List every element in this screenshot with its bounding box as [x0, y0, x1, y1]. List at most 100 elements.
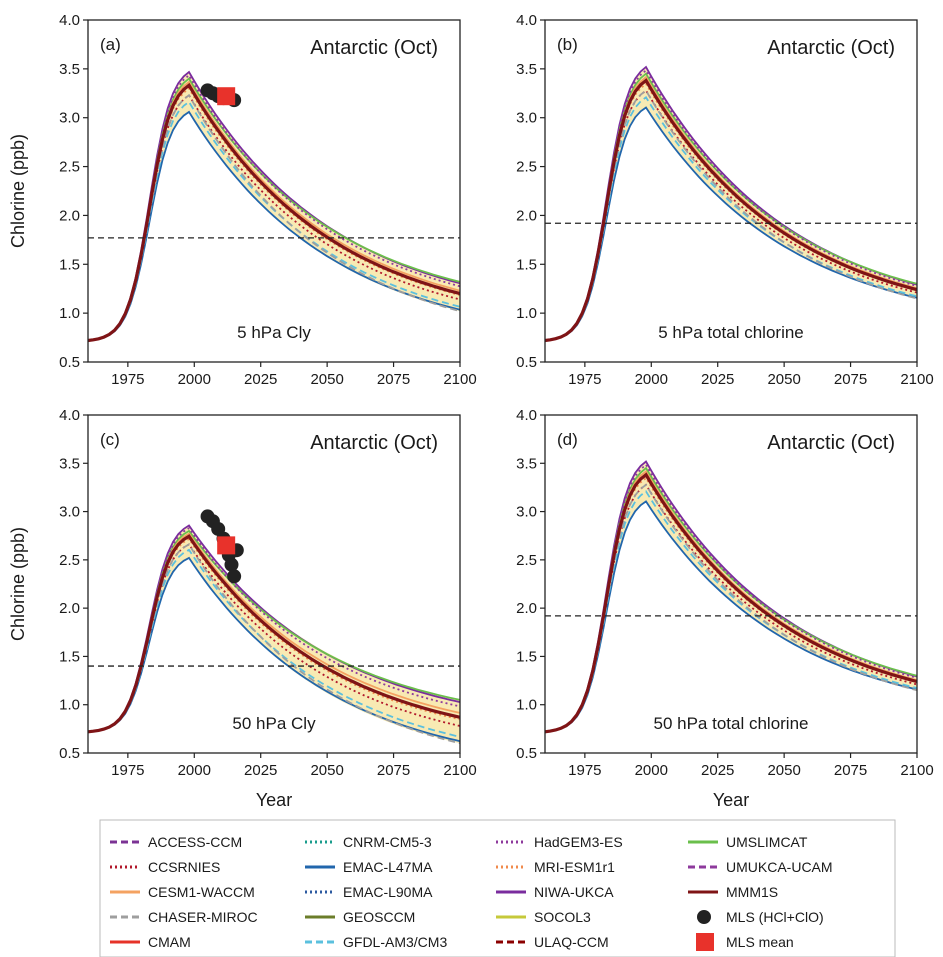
model-line	[544, 483, 918, 733]
mls-mean-marker	[217, 536, 236, 555]
x-tick-label: 2000	[178, 371, 211, 388]
legend-item: CNRM-CM5-3	[305, 834, 432, 850]
legend-item: ULAQ-CCM	[496, 934, 609, 950]
y-tick-label: 0.5	[516, 354, 537, 371]
x-tick-label: 2075	[834, 762, 867, 779]
region-label: Antarctic (Oct)	[310, 432, 438, 454]
legend-item: UMUKCA-UCAM	[688, 859, 833, 875]
legend-item: UMSLIMCAT	[688, 834, 808, 850]
legend-label: NIWA-UKCA	[534, 884, 614, 900]
y-tick-label: 1.0	[59, 305, 80, 322]
x-tick-label: 2050	[310, 762, 343, 779]
model-line	[87, 543, 461, 733]
legend-item: GEOSCCM	[305, 909, 415, 925]
legend-item: EMAC-L90MA	[305, 884, 433, 900]
legend-marker	[697, 910, 711, 924]
y-tick-label: 0.5	[59, 354, 80, 371]
y-tick-label: 2.0	[59, 600, 80, 617]
legend-item: CCSRNIES	[110, 859, 220, 875]
legend-label: ULAQ-CCM	[534, 934, 609, 950]
legend-label: HadGEM3-ES	[534, 834, 623, 850]
legend-label: MLS mean	[726, 934, 794, 950]
panel-description: 5 hPa total chlorine	[658, 323, 804, 342]
model-line	[544, 476, 918, 733]
mls-point	[224, 557, 239, 572]
y-tick-label: 3.5	[59, 61, 80, 78]
region-label: Antarctic (Oct)	[767, 37, 895, 59]
legend-item: NIWA-UKCA	[496, 884, 614, 900]
y-tick-label: 0.5	[59, 745, 80, 762]
x-tick-label: 2050	[767, 762, 800, 779]
x-tick-label: 2025	[701, 371, 734, 388]
y-tick-label: 3.5	[59, 455, 80, 472]
x-tick-label: 1975	[568, 762, 601, 779]
mmm-line	[87, 82, 461, 343]
y-tick-label: 1.0	[59, 697, 80, 714]
y-tick-label: 2.5	[59, 552, 80, 569]
x-tick-label: 2025	[244, 371, 277, 388]
mls-point	[227, 569, 242, 584]
y-tick-label: 3.0	[516, 504, 537, 521]
y-axis-label: Chlorine (ppb)	[8, 134, 28, 248]
x-tick-label: 2000	[635, 762, 668, 779]
legend-label: CCSRNIES	[148, 859, 220, 875]
x-tick-label: 2100	[900, 371, 933, 388]
panel-label: (c)	[100, 430, 120, 449]
model-spread-band	[545, 67, 917, 341]
panel-description: 50 hPa Cly	[232, 714, 316, 733]
model-line	[544, 89, 918, 342]
legend-label: CMAM	[148, 934, 191, 950]
legend-label: CHASER-MIROC	[148, 909, 258, 925]
y-tick-label: 1.5	[516, 256, 537, 273]
x-tick-label: 2025	[244, 762, 277, 779]
model-line	[87, 110, 461, 342]
y-tick-label: 2.5	[59, 159, 80, 176]
legend-item: SOCOL3	[496, 909, 591, 925]
y-tick-label: 1.5	[59, 256, 80, 273]
y-axis-label: Chlorine (ppb)	[8, 527, 28, 641]
x-axis-label: Year	[713, 790, 749, 810]
plot-frame	[87, 414, 461, 754]
legend-item: EMAC-L47MA	[305, 859, 433, 875]
y-tick-label: 4.0	[516, 12, 537, 29]
legend-label: GEOSCCM	[343, 909, 415, 925]
y-tick-label: 1.0	[516, 305, 537, 322]
y-tick-label: 3.5	[516, 61, 537, 78]
panel-label: (b)	[557, 35, 578, 54]
panel-label: (a)	[100, 35, 121, 54]
x-tick-label: 1975	[111, 762, 144, 779]
legend-item: HadGEM3-ES	[496, 834, 623, 850]
legend-label: EMAC-L90MA	[343, 884, 433, 900]
x-tick-label: 2000	[178, 762, 211, 779]
legend-item: CESM1-WACCM	[110, 884, 255, 900]
mls-mean-marker	[217, 87, 236, 106]
panel-d: 0.5 1.0 1.5 2.0 2.5 3.0 3.5 4.0 1975 2000 2025 2050…	[516, 407, 934, 810]
legend-label: EMAC-L47MA	[343, 859, 433, 875]
x-tick-label: 2025	[701, 762, 734, 779]
y-tick-label: 3.0	[59, 504, 80, 521]
region-label: Antarctic (Oct)	[310, 37, 438, 59]
model-line	[87, 100, 461, 342]
model-line	[544, 95, 918, 342]
legend: ACCESS-CCM CCSRNIES CESM1-WACCM CHASER-MIRO…	[99, 819, 896, 957]
legend-label: CESM1-WACCM	[148, 884, 255, 900]
x-tick-label: 1975	[568, 371, 601, 388]
model-spread-band	[88, 71, 460, 341]
plot-frame	[87, 19, 461, 363]
legend-label: MRI-ESM1r1	[534, 859, 615, 875]
model-spread-band	[545, 461, 917, 732]
panel-b: 0.5 1.0 1.5 2.0 2.5 3.0 3.5 4.0 1975 2000 2025 2050…	[516, 12, 934, 388]
legend-item: MLS mean	[696, 933, 794, 951]
panel-description: 5 hPa Cly	[237, 323, 311, 342]
mmm-line	[87, 534, 461, 734]
model-line	[544, 483, 918, 733]
legend-label: MLS (HCl+ClO)	[726, 909, 824, 925]
legend-item: MLS (HCl+ClO)	[697, 909, 824, 925]
x-axis-label: Year	[256, 790, 292, 810]
region-label: Antarctic (Oct)	[767, 432, 895, 454]
legend-marker	[696, 933, 714, 951]
x-tick-label: 2075	[377, 762, 410, 779]
model-line	[544, 500, 918, 733]
mmm-line	[544, 472, 918, 734]
model-line	[87, 543, 461, 745]
